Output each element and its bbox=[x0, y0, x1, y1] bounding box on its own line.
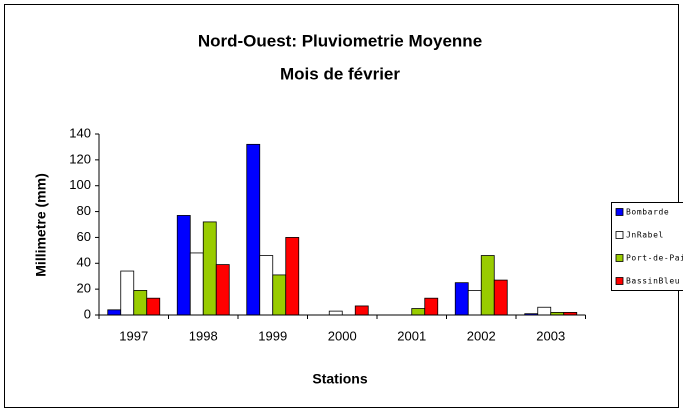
x-tick-label: 1999 bbox=[258, 328, 287, 343]
bar bbox=[493, 279, 508, 316]
y-tick-label: 140 bbox=[69, 125, 91, 140]
x-tick-label: 2002 bbox=[467, 328, 496, 343]
bar bbox=[467, 290, 482, 316]
bar bbox=[424, 297, 439, 316]
y-tick-label: 120 bbox=[69, 151, 91, 166]
x-tick-label: 2000 bbox=[328, 328, 357, 343]
bar bbox=[215, 264, 230, 316]
bar bbox=[107, 309, 122, 316]
bar bbox=[176, 215, 191, 316]
bar bbox=[285, 237, 300, 316]
bar bbox=[354, 305, 369, 316]
legend-swatch bbox=[615, 254, 624, 262]
chart-subtitle: Mois de février bbox=[280, 64, 400, 83]
x-tick-label: 2003 bbox=[536, 328, 565, 343]
x-tick-label: 1997 bbox=[119, 328, 148, 343]
x-axis-title: Stations bbox=[312, 371, 367, 387]
legend-label: Bombarde bbox=[626, 208, 669, 217]
legend-swatch bbox=[615, 277, 624, 285]
bar bbox=[272, 274, 287, 316]
y-tick-label: 40 bbox=[77, 255, 91, 270]
bar bbox=[202, 221, 217, 316]
bar bbox=[259, 255, 274, 316]
y-tick-label: 20 bbox=[77, 281, 91, 296]
legend-swatch bbox=[615, 208, 624, 216]
x-tick-label: 2001 bbox=[397, 328, 426, 343]
legend-label: Port-de-Paix bbox=[626, 254, 683, 263]
x-tick-label: 1998 bbox=[189, 328, 218, 343]
y-tick-label: 100 bbox=[69, 177, 91, 192]
bar bbox=[133, 290, 148, 316]
bar bbox=[537, 306, 552, 316]
bar bbox=[246, 143, 261, 316]
legend-box bbox=[611, 202, 683, 291]
chart-border bbox=[4, 4, 679, 408]
y-axis-title: Millimetre (mm) bbox=[33, 173, 49, 276]
bar bbox=[480, 255, 495, 316]
y-tick-label: 0 bbox=[84, 306, 91, 321]
bar bbox=[189, 252, 204, 316]
legend-swatch bbox=[615, 231, 624, 239]
bar bbox=[146, 297, 161, 316]
bar bbox=[328, 310, 343, 316]
legend-label: BassinBleu bbox=[626, 277, 680, 286]
legend-label: JnRabel bbox=[626, 231, 664, 240]
bar bbox=[120, 270, 135, 316]
y-tick-label: 60 bbox=[77, 229, 91, 244]
y-tick-label: 80 bbox=[77, 203, 91, 218]
bar bbox=[454, 282, 469, 316]
bar bbox=[411, 308, 426, 316]
chart-title: Nord-Ouest: Pluviometrie Moyenne bbox=[198, 31, 482, 50]
